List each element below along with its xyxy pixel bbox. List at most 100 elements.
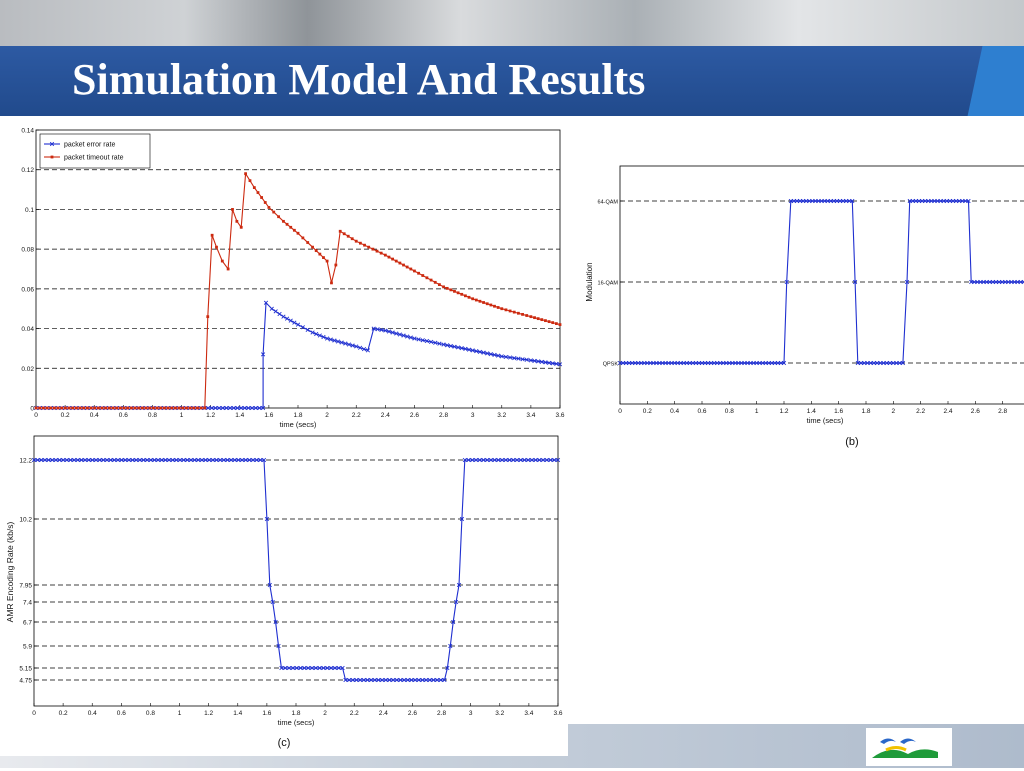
data-point [437, 283, 441, 287]
data-point [45, 406, 49, 410]
data-point [279, 665, 284, 671]
data-point [425, 276, 429, 280]
data-point [852, 279, 858, 285]
data-point [488, 352, 493, 357]
data-point [379, 327, 384, 333]
data-point [721, 360, 726, 366]
data-point [79, 457, 84, 463]
data-point [71, 406, 75, 410]
data-point [363, 243, 366, 247]
data-point [350, 677, 355, 683]
data-point [488, 457, 494, 463]
data-point [357, 345, 363, 350]
data-point [309, 665, 315, 671]
data-point [270, 599, 275, 605]
data-point [199, 457, 205, 463]
data-point [235, 405, 240, 411]
data-point [244, 172, 247, 176]
data-point [449, 288, 453, 292]
x-tick-label: 1.2 [206, 412, 215, 419]
data-point [196, 457, 201, 463]
x-tick-label: 1.4 [233, 710, 242, 717]
data-point [321, 334, 326, 340]
data-point [742, 360, 747, 366]
data-point [239, 457, 245, 463]
data-point [394, 331, 399, 336]
data-point [367, 245, 371, 249]
data-point [978, 279, 983, 285]
data-point [272, 210, 276, 214]
data-point [72, 457, 77, 463]
data-point [104, 406, 108, 410]
x-tick-label: 1.4 [235, 412, 244, 419]
data-point [321, 665, 326, 671]
data-point [548, 457, 553, 463]
data-point [289, 225, 293, 229]
data-point [520, 357, 525, 362]
data-point [984, 279, 989, 285]
data-point [250, 457, 256, 463]
data-point [891, 360, 896, 366]
data-point [724, 360, 729, 366]
data-point [218, 457, 223, 463]
data-point [199, 406, 203, 410]
data-point [739, 360, 744, 366]
data-point [500, 307, 504, 311]
data-point [325, 665, 330, 671]
data-point [317, 665, 322, 671]
data-point [369, 677, 374, 683]
data-point [267, 206, 271, 209]
data-point [213, 405, 218, 411]
data-point [507, 457, 512, 463]
data-point [467, 295, 471, 299]
data-point [242, 405, 247, 411]
data-point [281, 314, 286, 319]
data-point [263, 201, 267, 204]
data-point [427, 677, 432, 683]
data-point [354, 344, 359, 349]
data-point [428, 339, 434, 345]
x-tick-label: 0.8 [725, 408, 734, 415]
data-point [493, 304, 496, 308]
data-point [532, 358, 537, 363]
data-point [819, 198, 824, 204]
x-tick-label: 1 [178, 710, 182, 717]
data-point [340, 665, 345, 671]
data-point [273, 309, 278, 314]
data-point [657, 360, 662, 366]
data-point [354, 677, 359, 683]
data-point [408, 335, 413, 340]
data-point [451, 619, 456, 625]
data-point [192, 457, 197, 463]
data-point [442, 677, 447, 683]
y-axis-label: AMR Encoding Rate (kb/s) [5, 522, 15, 623]
x-axis-label: time (secs) [278, 718, 315, 727]
data-point [960, 198, 965, 204]
x-tick-label: 2 [325, 412, 329, 419]
data-point [966, 198, 971, 204]
data-point [342, 232, 346, 236]
data-point [402, 677, 407, 683]
data-point [516, 356, 521, 361]
x-tick-label: 1.6 [834, 408, 843, 415]
data-point [166, 406, 170, 410]
x-tick-label: 3.6 [555, 412, 564, 419]
data-point [322, 256, 325, 259]
chart-b: QPSK 16-QAM 64-QAM 0 0.2 0.4 0.6 0.8 1 1.2 1.4 1.6 1… [585, 165, 1024, 448]
data-point [402, 263, 405, 267]
data-point [511, 457, 516, 463]
x-tick-label: 0.8 [148, 412, 157, 419]
data-point [932, 198, 937, 204]
x-axis-label: time (secs) [807, 416, 844, 425]
x-tick-label: 0 [34, 412, 38, 419]
x-tick-label: 0.4 [670, 408, 679, 415]
data-point [231, 208, 234, 211]
x-tick-label: 2.8 [998, 408, 1007, 415]
logo-container [866, 728, 952, 766]
data-point [452, 344, 457, 349]
data-point [155, 406, 159, 410]
data-point [871, 360, 877, 366]
data-point [401, 333, 406, 338]
data-point [1015, 279, 1020, 285]
